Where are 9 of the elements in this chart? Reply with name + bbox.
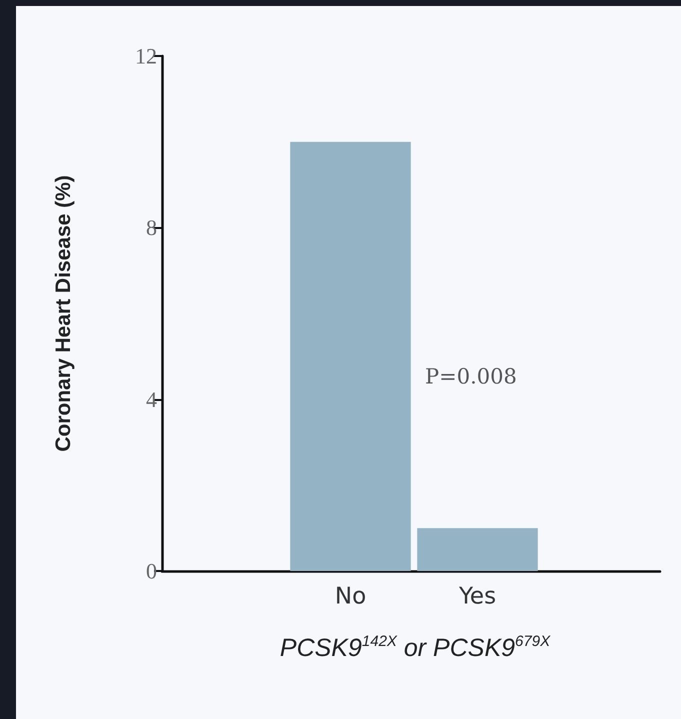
- y-tick-label: 12: [135, 44, 157, 68]
- y-tick-label: 0: [146, 558, 157, 584]
- x-tick-label: Yes: [458, 584, 496, 610]
- x-axis-title: PCSK9$^{142X}$ or PCSK9$^{679X}$: [278, 632, 552, 664]
- x-tick-label: No: [334, 584, 366, 610]
- y-tick-label: 8: [146, 215, 157, 240]
- y-axis-title: Coronary Heart Disease (%): [52, 175, 75, 452]
- annotation: P=0.008: [425, 364, 517, 388]
- y-tick-label: 4: [146, 386, 157, 412]
